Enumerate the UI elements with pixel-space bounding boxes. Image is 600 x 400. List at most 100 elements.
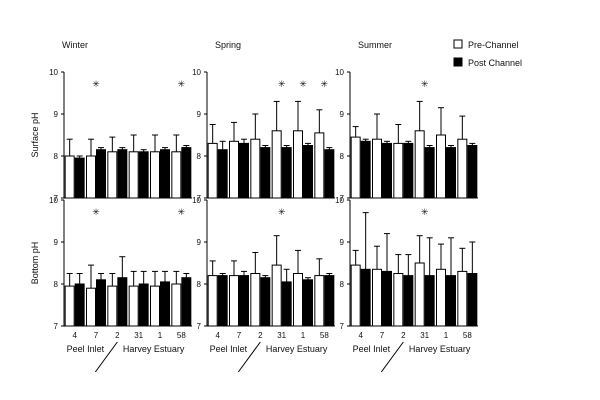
bar-post-channel — [138, 283, 149, 327]
bar-pre-channel — [393, 142, 404, 199]
bar-post-channel — [96, 279, 106, 327]
bar-post-channel — [217, 149, 228, 199]
panel-title: Spring — [215, 40, 241, 50]
x-tick-label: 4 — [358, 331, 363, 340]
panel-title: Summer — [358, 40, 392, 50]
bar-post-channel — [303, 279, 313, 327]
chart-panel-3: Summer 7 8 9 10 ✳ — [335, 40, 478, 203]
site-group-label-harvey: Harvey Estuary — [409, 344, 471, 354]
bar-post-channel — [181, 277, 192, 327]
bar-pre-channel — [350, 136, 361, 199]
x-tick-label: 2 — [115, 331, 120, 340]
bar-pre-channel — [229, 140, 239, 199]
bar-post-channel — [424, 275, 435, 327]
bar-pre-channel — [293, 130, 303, 199]
bar-pre-channel — [229, 275, 239, 327]
bar-pre-channel — [86, 155, 96, 199]
significance-marker: ✳ — [278, 79, 286, 89]
y-tick-label: 8 — [197, 280, 202, 289]
bar-post-channel — [324, 275, 335, 327]
bar-pre-channel — [150, 151, 160, 199]
legend: Pre-Channel Post Channel — [453, 39, 522, 68]
significance-marker: ✳ — [92, 207, 100, 217]
bar-pre-channel — [457, 270, 468, 327]
chart-panel-5: 7 8 9 10 4 7 2 31 ✳ 1 58 — [192, 196, 335, 373]
legend-label: Post Channel — [468, 58, 522, 68]
x-tick-label: 1 — [444, 331, 449, 340]
bar-pre-channel — [150, 285, 160, 327]
bar-pre-channel — [271, 130, 282, 199]
bar-pre-channel — [64, 285, 75, 327]
significance-marker: ✳ — [178, 79, 186, 89]
y-tick-label: 9 — [197, 238, 202, 247]
site-group-labels: Peel Inlet Harvey Estuary Peel Inlet Harvey… — [67, 344, 471, 354]
y-tick-label: 7 — [54, 194, 59, 203]
x-tick-label: 7 — [380, 331, 385, 340]
y-tick-label: 7 — [340, 194, 345, 203]
bar-pre-channel — [107, 285, 118, 327]
x-tick-label: 1 — [301, 331, 306, 340]
bar-post-channel — [303, 145, 313, 199]
bar-pre-channel — [86, 287, 96, 327]
bar-pre-channel — [436, 268, 446, 327]
bar-pre-channel — [414, 130, 425, 199]
site-group-label-peel: Peel Inlet — [353, 344, 391, 354]
site-group-label-peel: Peel Inlet — [210, 344, 248, 354]
y-tick-label: 8 — [197, 152, 202, 161]
significance-marker: ✳ — [421, 79, 429, 89]
y-tick-label: 9 — [340, 238, 345, 247]
bar-post-channel — [281, 147, 292, 199]
bar-post-channel — [117, 149, 128, 199]
bar-post-channel — [138, 151, 149, 199]
y-tick-label: 10 — [192, 68, 201, 77]
significance-marker: ✳ — [421, 207, 429, 217]
bar-post-channel — [181, 147, 192, 199]
bar-pre-channel — [128, 151, 139, 199]
chart-panel-2: Spring 7 8 9 10 ✳ ✳ ✳ — [192, 40, 335, 203]
x-tick-label: 2 — [401, 331, 406, 340]
significance-marker: ✳ — [299, 79, 307, 89]
bar-pre-channel — [436, 134, 446, 199]
bar-post-channel — [360, 268, 371, 327]
bar-post-channel — [239, 142, 249, 199]
significance-marker: ✳ — [178, 207, 186, 217]
bar-pre-channel — [457, 138, 468, 199]
bar-pre-channel — [350, 264, 361, 327]
y-tick-label: 7 — [197, 194, 202, 203]
y-axis-label: Bottom pH — [30, 242, 40, 285]
y-tick-label: 7 — [197, 322, 202, 331]
bar-pre-channel — [128, 285, 139, 327]
y-axis-label: Surface pH — [30, 112, 40, 157]
x-tick-label: 7 — [237, 331, 242, 340]
site-group-label-peel: Peel Inlet — [67, 344, 105, 354]
bar-post-channel — [360, 140, 371, 199]
y-tick-label: 9 — [54, 238, 59, 247]
y-tick-label: 8 — [54, 152, 59, 161]
bar-pre-channel — [250, 138, 261, 199]
bar-post-channel — [160, 149, 170, 199]
y-tick-label: 9 — [54, 110, 59, 119]
y-tick-label: 9 — [197, 110, 202, 119]
bar-post-channel — [281, 281, 292, 327]
y-tick-label: 10 — [335, 68, 344, 77]
y-tick-label: 7 — [54, 322, 59, 331]
bar-post-channel — [74, 283, 85, 327]
bar-post-channel — [382, 142, 392, 199]
bar-post-channel — [446, 275, 456, 327]
site-group-label-harvey: Harvey Estuary — [123, 344, 185, 354]
bar-pre-channel — [372, 138, 382, 199]
x-tick-label: 58 — [320, 331, 329, 340]
x-tick-label: 31 — [420, 331, 429, 340]
bar-post-channel — [160, 281, 170, 327]
site-group-label-harvey: Harvey Estuary — [266, 344, 328, 354]
bar-post-channel — [96, 149, 106, 199]
panel-title: Winter — [62, 40, 88, 50]
legend-swatch — [453, 39, 463, 49]
y-tick-label: 8 — [340, 152, 345, 161]
bar-pre-channel — [64, 155, 75, 199]
bar-post-channel — [324, 149, 335, 199]
bar-pre-channel — [293, 273, 303, 327]
bar-pre-channel — [393, 273, 404, 327]
y-tick-label: 9 — [340, 110, 345, 119]
